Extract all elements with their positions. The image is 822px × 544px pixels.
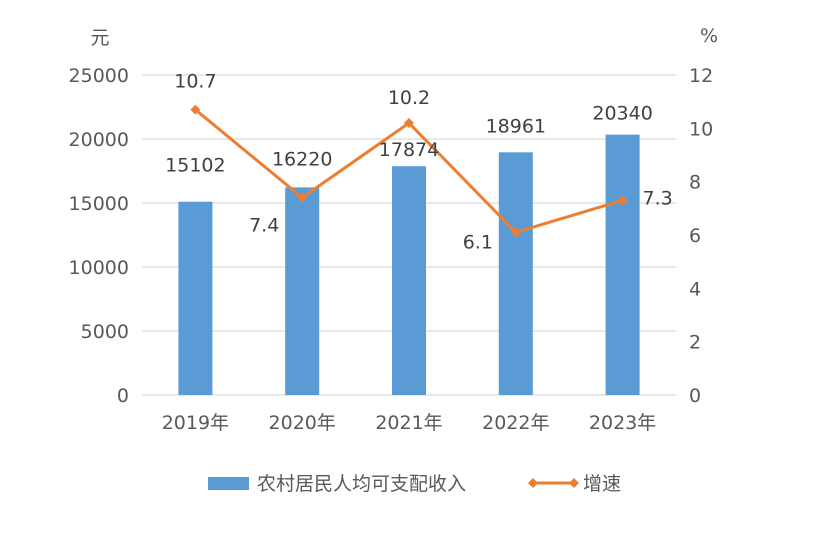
right-tick-label: 0 bbox=[689, 385, 701, 407]
right-tick-label: 2 bbox=[689, 332, 701, 354]
category-label: 2023年 bbox=[589, 412, 656, 434]
legend-line-label: 增速 bbox=[583, 473, 621, 495]
bar-value-label: 20340 bbox=[592, 103, 652, 125]
legend: 农村居民人均可支配收入 增速 bbox=[208, 473, 621, 495]
bar bbox=[285, 187, 320, 395]
legend-bar-label: 农村居民人均可支配收入 bbox=[257, 473, 466, 495]
left-tick-label: 0 bbox=[117, 385, 129, 407]
growth-point bbox=[617, 195, 628, 206]
right-tick-label: 8 bbox=[689, 172, 701, 194]
left-tick-label: 20000 bbox=[69, 129, 129, 151]
bars bbox=[178, 134, 640, 395]
growth-line bbox=[190, 104, 628, 238]
legend-bar-swatch bbox=[208, 477, 249, 490]
right-tick-label: 6 bbox=[689, 225, 701, 247]
right-tick-label: 12 bbox=[689, 65, 713, 87]
left-tick-label: 5000 bbox=[81, 321, 129, 343]
left-tick-label: 15000 bbox=[69, 193, 129, 215]
growth-value-label: 7.3 bbox=[642, 187, 672, 209]
category-label: 2019年 bbox=[162, 412, 229, 434]
bar-value-label: 17874 bbox=[379, 139, 439, 161]
growth-value-label: 10.7 bbox=[174, 71, 216, 93]
growth-value-label: 6.1 bbox=[463, 231, 493, 253]
bar bbox=[605, 134, 640, 395]
bar-value-label: 18961 bbox=[486, 115, 546, 137]
category-label: 2021年 bbox=[375, 412, 442, 434]
growth-point bbox=[297, 192, 308, 203]
left-tick-label: 10000 bbox=[69, 257, 129, 279]
labels: 0 5000 10000 15000 20000 25000 0 2 4 6 8 10 12 2019年 2… bbox=[69, 65, 714, 434]
right-axis-unit: % bbox=[700, 25, 718, 47]
growth-point bbox=[404, 118, 414, 128]
right-tick-label: 10 bbox=[689, 118, 713, 140]
left-tick-label: 25000 bbox=[69, 65, 129, 87]
bar bbox=[498, 152, 533, 395]
bar-value-label: 15102 bbox=[165, 155, 225, 177]
category-label: 2020年 bbox=[269, 412, 336, 434]
category-label: 2022年 bbox=[482, 412, 549, 434]
right-tick-label: 4 bbox=[689, 278, 701, 300]
bar bbox=[392, 166, 426, 395]
growth-value-label: 7.4 bbox=[249, 215, 279, 237]
growth-point bbox=[190, 104, 201, 115]
left-axis-unit: 元 bbox=[90, 27, 109, 49]
bar bbox=[178, 201, 213, 395]
growth-point bbox=[510, 227, 521, 238]
legend-diamond-marker bbox=[528, 478, 579, 488]
growth-value-label: 10.2 bbox=[388, 87, 430, 109]
bar-value-label: 16220 bbox=[272, 148, 332, 170]
